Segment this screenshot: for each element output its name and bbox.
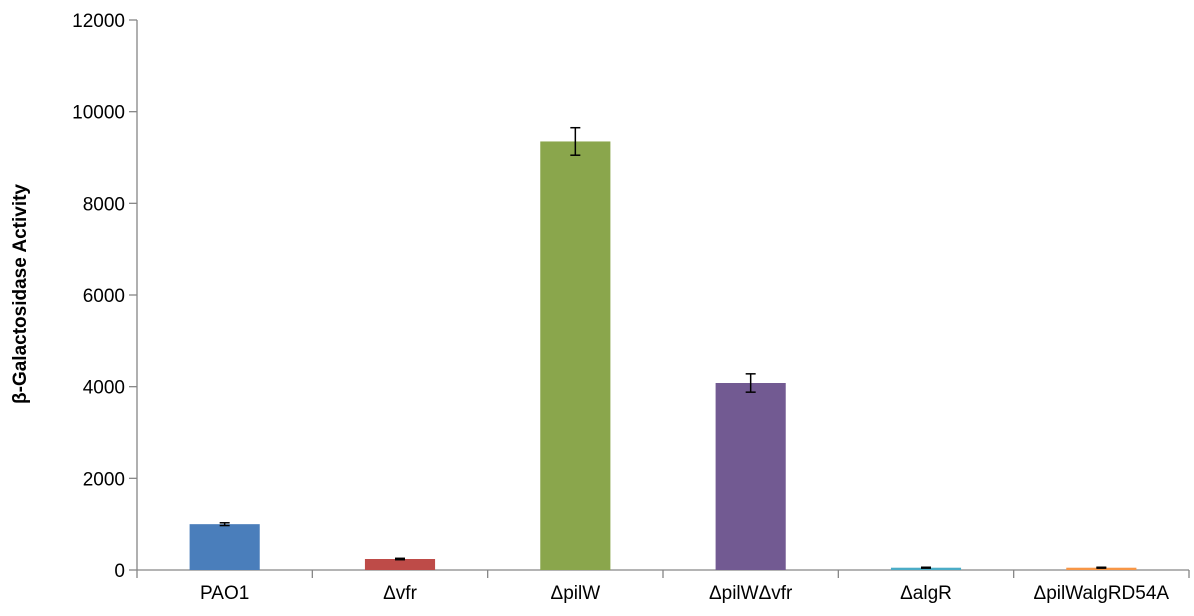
y-tick-label: 4000	[83, 378, 125, 399]
x-category-label: Δvfr	[383, 583, 417, 604]
y-axis-title: β-Galactosidase Activity	[10, 184, 31, 404]
bar	[189, 524, 260, 570]
x-category-label: ΔalgR	[900, 583, 952, 604]
x-category-label: ΔpilWΔvfr	[709, 583, 793, 604]
x-category-label: ΔpilW	[551, 583, 601, 604]
bar	[715, 383, 786, 570]
y-tick-label: 0	[114, 561, 125, 582]
bar	[364, 559, 436, 570]
y-tick-label: 12000	[72, 11, 125, 32]
y-tick-label: 2000	[83, 469, 125, 490]
x-category-label: ΔpilWalgRD54A	[1034, 583, 1170, 604]
y-tick-label: 8000	[83, 194, 125, 215]
x-category-label: PAO1	[200, 583, 249, 604]
y-tick-label: 10000	[72, 103, 125, 124]
plot-area: 0 2000 4000 6000 8000 10000 12000 PAO1 Δvfr ΔpilW…	[72, 11, 1190, 604]
y-tick-label: 6000	[83, 286, 125, 307]
bar	[540, 141, 611, 571]
